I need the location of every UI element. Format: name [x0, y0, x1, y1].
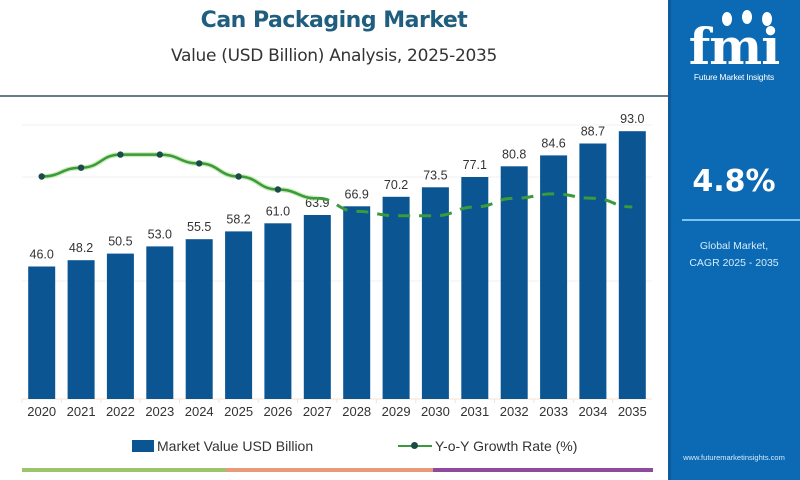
growth-marker-2022 [117, 151, 124, 158]
x-tick-label-2030: 2030 [421, 404, 450, 419]
legend-item-market-value: Market Value USD Billion [132, 436, 313, 456]
bar-value-label-2032: 80.8 [502, 147, 526, 161]
bottom-accent-orange [226, 468, 433, 472]
legend-bar-swatch-icon [132, 440, 154, 452]
bar-2027 [303, 215, 331, 399]
fmi-logo: fmi [688, 17, 780, 76]
x-tick-label-2027: 2027 [303, 404, 332, 419]
bar-value-label-2028: 66.9 [345, 187, 369, 201]
header-divider [0, 95, 668, 97]
x-tick-label-2024: 2024 [185, 404, 214, 419]
cagr-label-line2: CAGR 2025 - 2035 [689, 257, 779, 269]
x-tick-label-2021: 2021 [67, 404, 96, 419]
bar-2022 [106, 253, 134, 399]
cagr-label-line1: Global Market, [699, 240, 769, 252]
bar-value-label-2022: 50.5 [108, 235, 132, 249]
bar-2035 [618, 131, 646, 399]
growth-marker-2023 [156, 151, 163, 158]
growth-marker-2020 [38, 173, 45, 180]
bar-value-label-2025: 58.2 [226, 212, 250, 226]
x-tick-label-2025: 2025 [224, 404, 253, 419]
x-tick-label-2026: 2026 [263, 404, 292, 419]
logo-people-icon [714, 10, 784, 28]
bar-2031 [461, 177, 489, 399]
legend-item-growth-rate: Y-o-Y Growth Rate (%) [398, 436, 577, 456]
bar-2028 [343, 206, 371, 399]
bar-2033 [540, 155, 568, 399]
bar-line-chart: 46.0 2020 48.2 2021 50.5 2022 53.0 2023 55.5 2024… [21, 112, 652, 419]
bar-value-label-2026: 61.0 [266, 204, 290, 218]
bar-2024 [185, 239, 213, 399]
bar-value-label-2024: 55.5 [187, 220, 211, 234]
x-tick-label-2028: 2028 [342, 404, 371, 419]
x-tick-label-2033: 2033 [539, 404, 568, 419]
growth-marker-2025 [235, 173, 242, 180]
bar-value-label-2020: 46.0 [30, 248, 54, 262]
x-tick-label-2020: 2020 [27, 404, 56, 419]
x-tick-label-2031: 2031 [460, 404, 489, 419]
x-tick-label-2023: 2023 [145, 404, 174, 419]
bar-2032 [500, 166, 528, 399]
sidebar-edge [668, 0, 671, 480]
growth-marker-2024 [196, 160, 203, 167]
x-tick-label-2032: 2032 [500, 404, 529, 419]
bar-value-label-2021: 48.2 [69, 241, 93, 255]
bar-2034 [579, 143, 607, 399]
bar-value-label-2033: 84.6 [541, 136, 565, 150]
chart-panel: Can Packaging Market Value (USD Billion)… [0, 8, 668, 472]
bar-2021 [67, 260, 95, 399]
bar-2026 [264, 223, 292, 399]
bar-value-label-2035: 93.0 [620, 112, 644, 126]
bar-value-label-2030: 73.5 [423, 168, 447, 182]
chart-subtitle: Value (USD Billion) Analysis, 2025-2035 [170, 46, 498, 66]
bar-2030 [421, 187, 449, 399]
growth-marker-2021 [77, 164, 85, 171]
bar-2020 [28, 266, 56, 399]
bar-2025 [225, 231, 253, 399]
bottom-accent-purple [433, 468, 653, 472]
x-tick-label-2035: 2035 [618, 404, 647, 419]
x-tick-label-2034: 2034 [578, 404, 607, 419]
bar-value-label-2023: 53.0 [148, 227, 172, 241]
bar-2023 [146, 246, 174, 399]
legend-bar-label: Market Value USD Billion [157, 438, 314, 454]
legend-line-swatch-icon [398, 440, 432, 452]
growth-marker-2026 [274, 186, 282, 193]
cagr-value: 4.8% [692, 164, 776, 199]
bar-value-label-2029: 70.2 [384, 178, 408, 192]
x-tick-label-2022: 2022 [106, 404, 135, 419]
growth-line-actual [41, 153, 318, 200]
logo-subtitle: Future Market Insights [693, 72, 775, 82]
bar-2029 [382, 196, 410, 399]
x-tick-label-2029: 2029 [382, 404, 411, 419]
bottom-accent-green [22, 468, 226, 472]
brand-sidebar: fmi Future Market Insights 4.8% Global M… [668, 0, 800, 480]
cagr-label: Global Market, CAGR 2025 - 2035 [668, 238, 800, 272]
bar-value-label-2034: 88.7 [581, 125, 605, 139]
bar-value-label-2031: 77.1 [463, 158, 487, 172]
website-link[interactable]: www.futuremarketinsights.com [683, 453, 785, 462]
chart-title: Can Packaging Market [200, 8, 468, 33]
cagr-divider [682, 219, 800, 221]
legend-line-label: Y-o-Y Growth Rate (%) [435, 438, 578, 454]
